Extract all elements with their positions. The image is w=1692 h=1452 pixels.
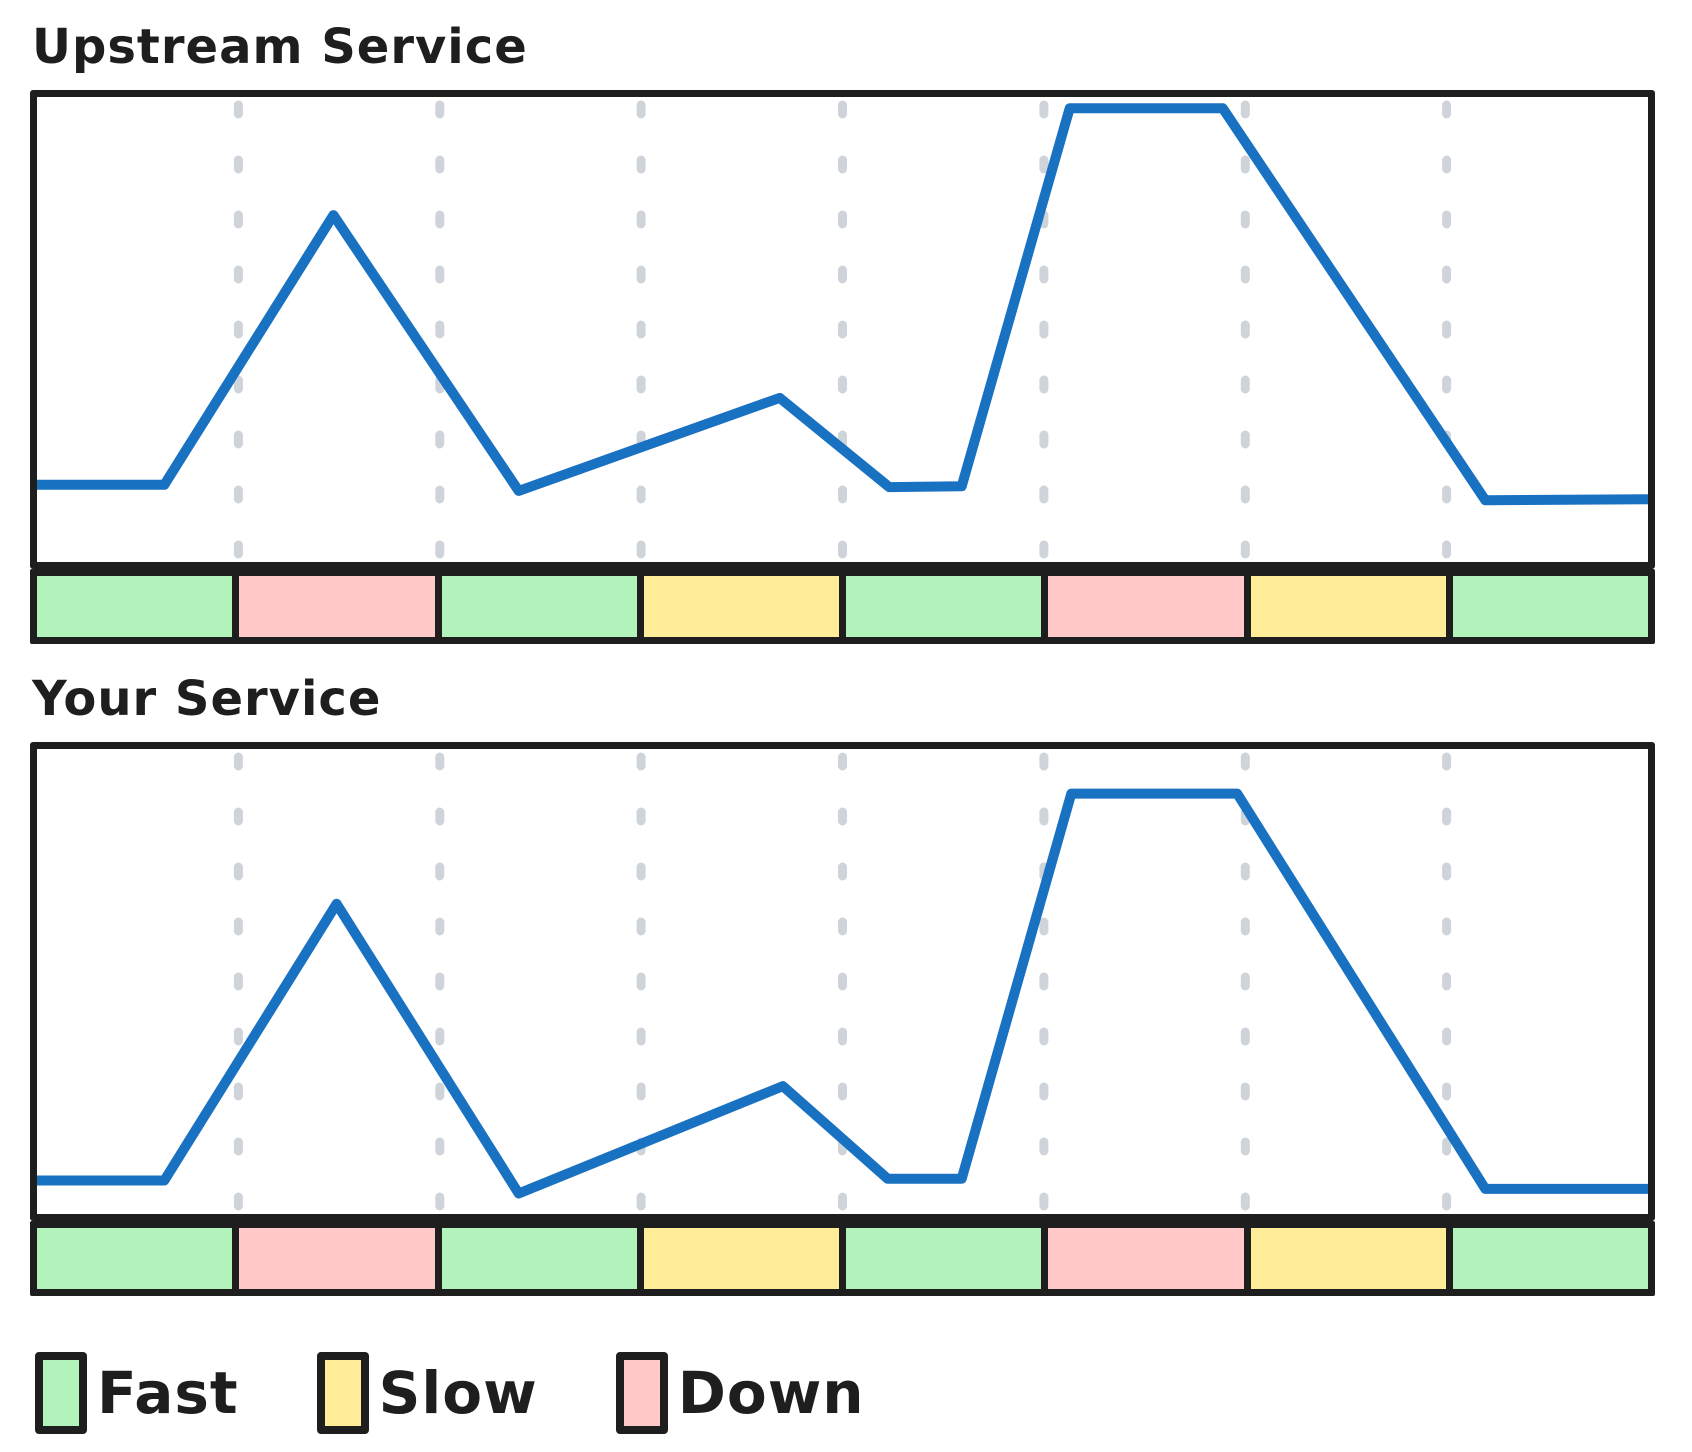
status-segment-slow [1243, 1228, 1446, 1289]
legend-swatch-slow [316, 1352, 369, 1434]
your-chart-title: Your Service [32, 671, 382, 727]
status-segment-fast [839, 576, 1042, 637]
status-segment-fast [1445, 576, 1648, 637]
upstream-chart-title: Upstream Service [32, 19, 528, 75]
status-segment-down [232, 1228, 435, 1289]
your-latency-chart [37, 752, 1648, 1213]
status-segment-down [232, 576, 435, 637]
legend-swatch-fast [35, 1352, 87, 1434]
upstream-status-bar [30, 569, 1655, 644]
status-segment-fast [37, 576, 233, 637]
legend-item-slow: Slow [316, 1352, 538, 1434]
your-chart-frame [30, 742, 1655, 1221]
upstream-latency-chart [37, 100, 1648, 561]
status-segment-down [1041, 576, 1244, 637]
legend: Fast Slow Down [35, 1352, 1662, 1434]
status-segment-fast [839, 1228, 1042, 1289]
latency-line [37, 103, 1648, 506]
status-segment-fast [434, 576, 637, 637]
latency-line [37, 788, 1648, 1199]
legend-swatch-down [615, 1352, 668, 1434]
status-segment-fast [37, 1228, 233, 1289]
status-segment-down [1041, 1228, 1244, 1289]
status-segment-fast [1445, 1228, 1648, 1289]
status-segment-slow [1243, 576, 1446, 637]
legend-label-fast: Fast [97, 1359, 239, 1427]
your-service-section: Your Service [30, 668, 1662, 1296]
status-segment-slow [636, 1228, 839, 1289]
upstream-service-section: Upstream Service [30, 16, 1662, 644]
legend-item-fast: Fast [35, 1352, 239, 1434]
status-segment-fast [434, 1228, 637, 1289]
legend-item-down: Down [615, 1352, 865, 1434]
your-status-bar [30, 1221, 1655, 1296]
upstream-chart-frame [30, 90, 1655, 569]
legend-label-slow: Slow [378, 1359, 538, 1427]
status-segment-slow [636, 576, 839, 637]
legend-label-down: Down [677, 1359, 865, 1427]
